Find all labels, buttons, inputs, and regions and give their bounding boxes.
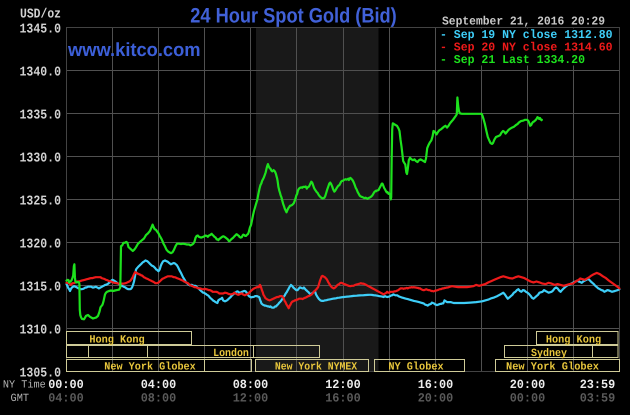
svg-text:1330.0: 1330.0: [20, 152, 62, 167]
svg-text:Hong Kong: Hong Kong: [89, 334, 144, 346]
svg-text:24 Hour Spot Gold (Bid): 24 Hour Spot Gold (Bid): [190, 5, 397, 28]
svg-text:16:00: 16:00: [418, 378, 454, 392]
svg-text:16:00: 16:00: [325, 391, 361, 405]
svg-text:- Sep 19 NY close 1312.80: - Sep 19 NY close 1312.80: [440, 28, 613, 42]
svg-text:GMT: GMT: [11, 393, 30, 405]
svg-text:1335.0: 1335.0: [20, 109, 62, 124]
svg-text:Sydney: Sydney: [531, 348, 567, 360]
svg-text:23:59: 23:59: [580, 378, 616, 392]
svg-text:20:00: 20:00: [418, 391, 454, 405]
svg-text:00:00: 00:00: [48, 378, 84, 392]
svg-text:00:00: 00:00: [510, 391, 546, 405]
svg-text:NY Globex: NY Globex: [388, 362, 444, 374]
svg-text:08:00: 08:00: [233, 378, 269, 392]
svg-text:London: London: [213, 348, 249, 360]
svg-text:New York NYMEX: New York NYMEX: [275, 362, 358, 374]
svg-text:- Sep 21 Last 1334.20: - Sep 21 Last 1334.20: [440, 53, 585, 67]
svg-text:04:00: 04:00: [141, 378, 177, 392]
svg-text:USD/oz: USD/oz: [20, 8, 61, 23]
svg-text:1325.0: 1325.0: [20, 195, 62, 210]
svg-text:www.kitco.com: www.kitco.com: [67, 40, 200, 61]
svg-text:1320.0: 1320.0: [20, 238, 62, 253]
svg-text:1305.0: 1305.0: [20, 367, 62, 382]
svg-text:1310.0: 1310.0: [20, 324, 62, 339]
svg-text:12:00: 12:00: [233, 391, 269, 405]
svg-text:New York Globex: New York Globex: [506, 362, 599, 374]
svg-text:08:00: 08:00: [141, 391, 177, 405]
svg-text:Hong Kong: Hong Kong: [546, 334, 601, 346]
svg-text:- Sep 20 NY close 1314.60: - Sep 20 NY close 1314.60: [440, 41, 613, 55]
svg-text:04:00: 04:00: [48, 391, 84, 405]
svg-text:New York Globex: New York Globex: [104, 362, 196, 374]
svg-text:20:00: 20:00: [510, 378, 546, 392]
svg-text:NY Time: NY Time: [3, 380, 46, 392]
svg-text:1345.0: 1345.0: [20, 23, 62, 38]
svg-text:1315.0: 1315.0: [20, 281, 62, 296]
svg-text:1340.0: 1340.0: [20, 66, 62, 81]
svg-text:03:59: 03:59: [580, 391, 616, 405]
svg-text:12:00: 12:00: [325, 378, 361, 392]
svg-text:September 21, 2016 20:29: September 21, 2016 20:29: [442, 15, 605, 29]
